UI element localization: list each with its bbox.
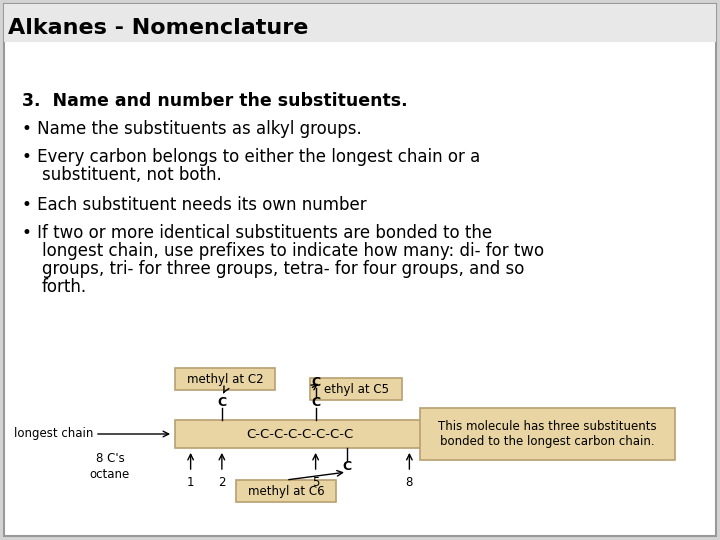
Text: methyl at C2: methyl at C2	[186, 373, 264, 386]
Text: • Each substituent needs its own number: • Each substituent needs its own number	[22, 196, 366, 214]
Text: C: C	[311, 375, 320, 388]
Text: 3.  Name and number the substituents.: 3. Name and number the substituents.	[22, 92, 408, 110]
FancyBboxPatch shape	[236, 480, 336, 502]
Text: Alkanes - Nomenclature: Alkanes - Nomenclature	[8, 18, 308, 38]
Text: substituent, not both.: substituent, not both.	[42, 166, 222, 184]
Text: C-C-C-C-C-C-C-C: C-C-C-C-C-C-C-C	[246, 428, 354, 441]
FancyBboxPatch shape	[4, 4, 716, 42]
Text: C: C	[311, 395, 320, 408]
Text: • Name the substituents as alkyl groups.: • Name the substituents as alkyl groups.	[22, 120, 361, 138]
FancyBboxPatch shape	[310, 378, 402, 400]
Text: 5: 5	[312, 476, 319, 489]
Text: longest chain, use prefixes to indicate how many: di- for two: longest chain, use prefixes to indicate …	[42, 242, 544, 260]
Text: 1: 1	[187, 476, 194, 489]
Text: octane: octane	[90, 468, 130, 481]
Text: C: C	[342, 460, 351, 472]
FancyBboxPatch shape	[420, 408, 675, 460]
Text: longest chain: longest chain	[14, 428, 93, 441]
Text: This molecule has three substituents
bonded to the longest carbon chain.: This molecule has three substituents bon…	[438, 420, 657, 448]
Text: 8: 8	[405, 476, 413, 489]
FancyBboxPatch shape	[4, 4, 716, 536]
Text: ethyl at C5: ethyl at C5	[323, 382, 389, 395]
Text: 8 C's: 8 C's	[96, 452, 125, 465]
FancyBboxPatch shape	[175, 420, 425, 448]
Text: groups, tri- for three groups, tetra- for four groups, and so: groups, tri- for three groups, tetra- fo…	[42, 260, 524, 278]
Text: • If two or more identical substituents are bonded to the: • If two or more identical substituents …	[22, 224, 492, 242]
Text: methyl at C6: methyl at C6	[248, 484, 324, 497]
Text: • Every carbon belongs to either the longest chain or a: • Every carbon belongs to either the lon…	[22, 148, 480, 166]
Text: C: C	[217, 395, 226, 408]
Text: forth.: forth.	[42, 278, 87, 296]
FancyBboxPatch shape	[175, 368, 275, 390]
Text: 2: 2	[218, 476, 225, 489]
